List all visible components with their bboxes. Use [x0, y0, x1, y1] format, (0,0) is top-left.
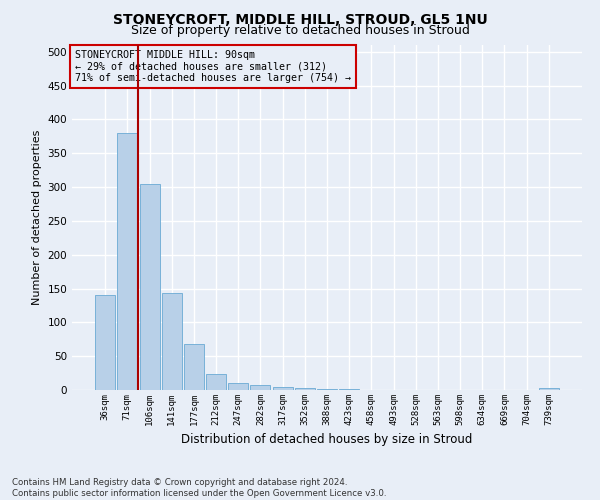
Text: STONEYCROFT MIDDLE HILL: 90sqm
← 29% of detached houses are smaller (312)
71% of: STONEYCROFT MIDDLE HILL: 90sqm ← 29% of … — [74, 50, 350, 84]
Bar — [118, 133, 137, 390]
Bar — [272, 386, 293, 390]
Bar — [140, 184, 160, 390]
Bar — [95, 296, 115, 390]
Text: Size of property relative to detached houses in Stroud: Size of property relative to detached ho… — [131, 24, 469, 37]
Bar — [228, 383, 248, 390]
Text: STONEYCROFT, MIDDLE HILL, STROUD, GL5 1NU: STONEYCROFT, MIDDLE HILL, STROUD, GL5 1N… — [113, 12, 487, 26]
Bar — [539, 388, 559, 390]
Text: Contains HM Land Registry data © Crown copyright and database right 2024.
Contai: Contains HM Land Registry data © Crown c… — [12, 478, 386, 498]
Bar — [206, 374, 226, 390]
Bar — [184, 344, 204, 390]
Y-axis label: Number of detached properties: Number of detached properties — [32, 130, 42, 305]
Bar — [317, 388, 337, 390]
Bar — [295, 388, 315, 390]
Bar — [162, 294, 182, 390]
X-axis label: Distribution of detached houses by size in Stroud: Distribution of detached houses by size … — [181, 434, 473, 446]
Bar — [250, 384, 271, 390]
